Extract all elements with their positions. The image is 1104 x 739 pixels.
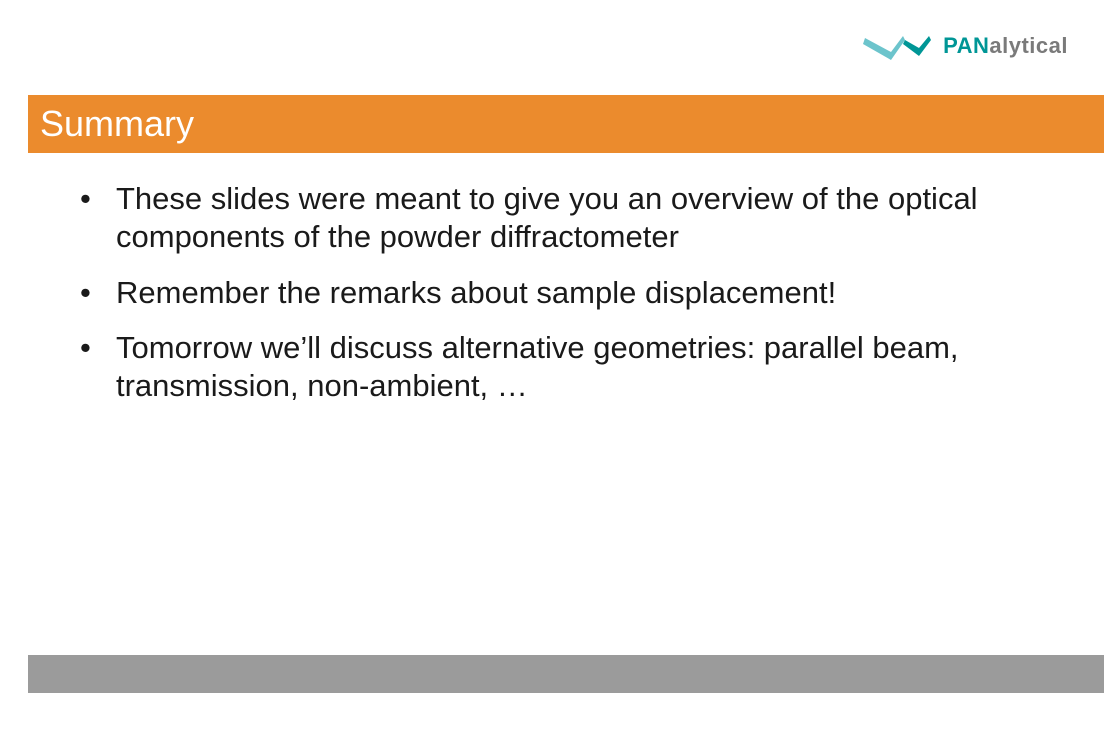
content-area: These slides were meant to give you an o… (72, 180, 1044, 423)
logo-text: PANalytical (943, 33, 1068, 59)
footer-bar (28, 655, 1104, 693)
slide: PANalytical Summary These slides were me… (0, 0, 1104, 739)
logo-text-alytical: alytical (989, 33, 1068, 58)
slide-title: Summary (40, 103, 194, 145)
bullet-item: Remember the remarks about sample displa… (72, 274, 1044, 312)
brand-logo: PANalytical (863, 26, 1068, 66)
bullet-item: Tomorrow we’ll discuss alternative geome… (72, 329, 1044, 405)
bullet-list: These slides were meant to give you an o… (72, 180, 1044, 405)
title-bar: Summary (28, 95, 1104, 153)
logo-text-pan: PAN (943, 33, 989, 58)
logo-swoosh-icon (863, 26, 933, 66)
bullet-item: These slides were meant to give you an o… (72, 180, 1044, 256)
